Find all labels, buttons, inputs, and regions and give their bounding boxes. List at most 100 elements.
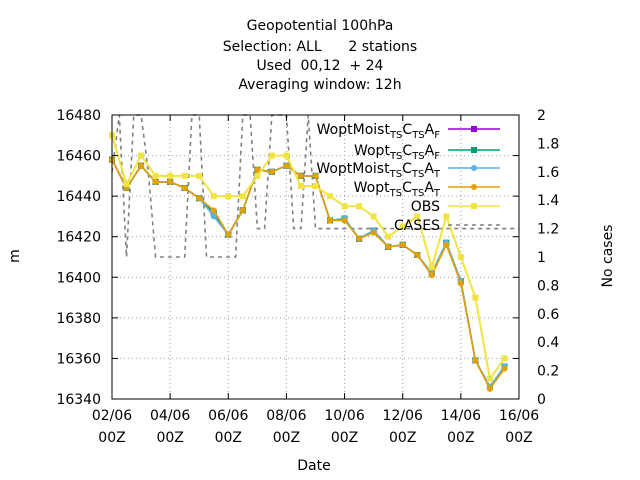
- data-point: [210, 213, 217, 220]
- y-tick-label: 16360: [56, 351, 101, 367]
- data-point: [370, 213, 377, 220]
- data-point: [268, 168, 275, 175]
- y2-tick-label: 1.6: [537, 165, 559, 181]
- data-point: [167, 172, 174, 179]
- x-tick-label-time: 00Z: [331, 430, 358, 446]
- data-point: [167, 178, 174, 185]
- x-axis-label: Date: [297, 458, 330, 474]
- data-point: [457, 254, 464, 260]
- data-point: [297, 172, 304, 179]
- legend-marker: [471, 184, 477, 190]
- y-tick-label: 16420: [56, 230, 101, 246]
- x-tick-label-time: 00Z: [215, 430, 242, 446]
- x-tick-label-time: 00Z: [98, 430, 125, 446]
- data-point: [327, 217, 334, 224]
- data-point: [414, 213, 421, 220]
- y-tick-label: 16400: [56, 270, 101, 286]
- data-point: [428, 272, 435, 279]
- data-point: [123, 180, 130, 187]
- y2-tick-label: 1.4: [537, 193, 559, 209]
- data-point: [138, 152, 145, 159]
- data-point: [341, 217, 348, 224]
- legend-label: OBS: [411, 199, 440, 215]
- y-tick-label: 16440: [56, 189, 101, 205]
- data-point: [327, 193, 334, 200]
- chart-title-line-1: Geopotential 100hPa: [247, 18, 394, 34]
- y-axis-label: m: [7, 249, 23, 263]
- data-point: [472, 357, 479, 364]
- data-point: [152, 178, 159, 185]
- x-tick-label: 02/06: [92, 408, 132, 424]
- data-point: [399, 241, 406, 248]
- series-line: [111, 159, 506, 391]
- legend-label: WoptTSCTSAF: [354, 143, 440, 162]
- chart-title-line-4: Averaging window: 12h: [238, 77, 401, 93]
- x-tick-label: 16/06: [499, 408, 539, 424]
- y2-axis-label: No cases: [600, 225, 616, 288]
- y-tick-label: 16380: [56, 311, 101, 327]
- data-point: [196, 172, 203, 179]
- data-point: [225, 231, 232, 238]
- legend-marker: [471, 203, 477, 209]
- data-point: [225, 193, 232, 200]
- legend-marker: [471, 126, 477, 132]
- x-tick-label: 12/06: [383, 408, 423, 424]
- chart-title-line-2: Selection: ALL 2 stations: [223, 39, 417, 55]
- data-point: [370, 229, 377, 236]
- y-tick-label: 16340: [56, 392, 101, 408]
- series-line: [111, 135, 506, 382]
- x-tick-label: 06/06: [208, 408, 248, 424]
- data-point: [254, 166, 261, 173]
- y-tick-label: 16460: [56, 149, 101, 165]
- plot-border: [111, 114, 520, 400]
- data-point: [138, 162, 145, 169]
- y-tick-label: 16480: [56, 108, 101, 124]
- data-point: [501, 365, 508, 372]
- data-point: [486, 375, 493, 382]
- x-tick-label-time: 00Z: [389, 430, 416, 446]
- data-point: [210, 193, 217, 200]
- data-point: [486, 385, 493, 392]
- axes: 16340 16360 16380 16400 16420 16440 16460 16480…: [56, 108, 559, 446]
- chart-title-line-3: Used 00,12 + 24: [257, 58, 384, 74]
- series-4: [109, 156, 508, 392]
- y2-tick-label: 1: [537, 250, 546, 266]
- data-point: [443, 241, 450, 248]
- y2-tick-label: 0: [537, 392, 546, 408]
- x-tick-label: 10/06: [324, 408, 364, 424]
- series-layer: [109, 132, 508, 392]
- data-point: [239, 207, 246, 214]
- data-point: [443, 213, 450, 220]
- y2-tick-label: 0.8: [537, 278, 559, 294]
- legend: WoptMoistTSCTSAF WoptTSCTSAFWoptMoistTSCT…: [316, 122, 500, 234]
- data-point: [152, 172, 159, 179]
- data-point: [399, 223, 406, 230]
- legend-label: CASES: [394, 218, 440, 234]
- data-point: [472, 294, 479, 301]
- data-point: [239, 193, 246, 200]
- legend-label: WoptTSCTSAT: [354, 180, 441, 199]
- y2-tick-label: 0.6: [537, 307, 559, 323]
- data-point: [385, 243, 392, 250]
- grid: [112, 115, 519, 399]
- legend-marker: [471, 165, 477, 171]
- data-point: [283, 162, 290, 169]
- y2-tick-label: 2: [537, 108, 546, 124]
- legend-label: WoptMoistTSCTSAF: [317, 122, 441, 141]
- data-point: [196, 195, 203, 202]
- y2-tick-label: 0.4: [537, 335, 559, 351]
- data-point: [312, 172, 319, 179]
- data-point: [385, 233, 392, 240]
- y2-tick-label: 1.2: [537, 222, 559, 238]
- x-tick-label-time: 00Z: [505, 430, 532, 446]
- data-point: [356, 203, 363, 210]
- data-point: [457, 280, 464, 287]
- data-point: [254, 172, 261, 179]
- x-tick-label: 08/06: [266, 408, 306, 424]
- data-point: [428, 264, 435, 271]
- y2-tick-label: 0.2: [537, 364, 559, 380]
- data-point: [181, 185, 188, 192]
- data-point: [210, 207, 217, 214]
